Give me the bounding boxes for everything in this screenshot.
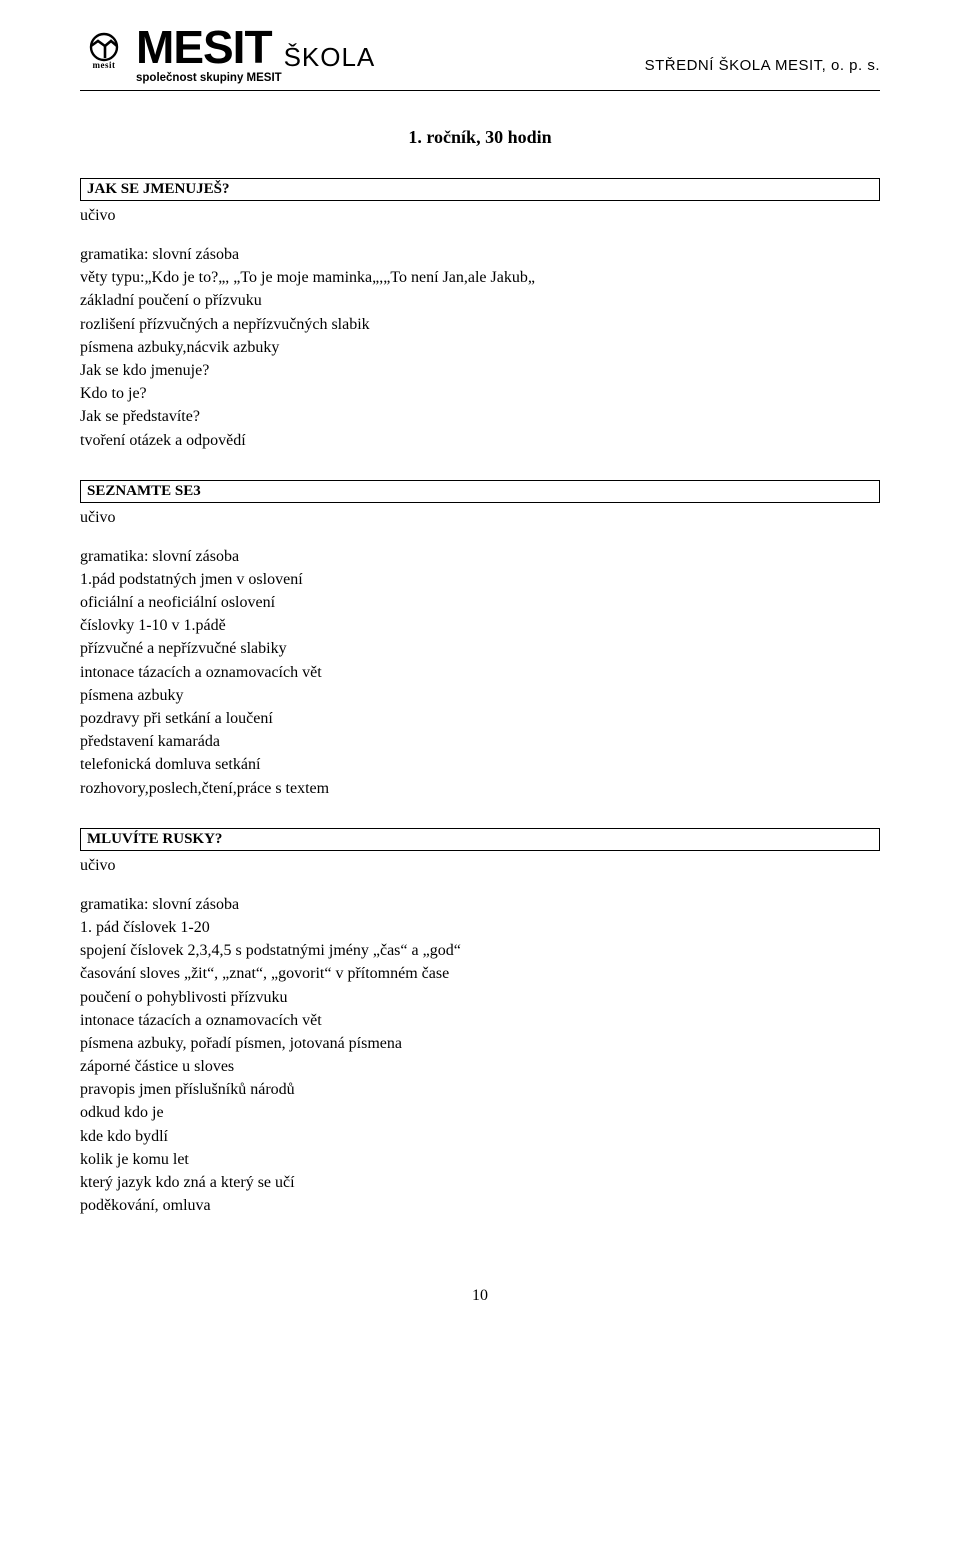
header-divider — [80, 90, 880, 91]
content-line: spojení číslovek 2,3,4,5 s podstatnými j… — [80, 939, 880, 962]
content-line: časování sloves „žit“, „znat“, „govorit“… — [80, 962, 880, 985]
page-number: 10 — [80, 1287, 880, 1305]
brand-block: mesit MESIT ŠKOLA společnost skupiny MES… — [80, 24, 375, 84]
content-line: rozlišení přízvučných a nepřízvučných sl… — [80, 313, 880, 336]
section-heading: MLUVÍTE RUSKY? — [80, 828, 880, 851]
content-line: poděkování, omluva — [80, 1194, 880, 1217]
content-line: záporné částice u sloves — [80, 1055, 880, 1078]
content-line: oficiální a neoficiální oslovení — [80, 591, 880, 614]
content-line: písmena azbuky, pořadí písmen, jotovaná … — [80, 1032, 880, 1055]
logo-label: mesit — [93, 60, 116, 70]
ucivo-label: učivo — [80, 857, 880, 875]
section-content: gramatika: slovní zásoba věty typu:„Kdo … — [80, 243, 880, 452]
page-header: mesit MESIT ŠKOLA společnost skupiny MES… — [80, 0, 880, 90]
logo-column: mesit — [80, 32, 128, 70]
mesit-logo-icon — [84, 32, 124, 62]
ucivo-label: učivo — [80, 207, 880, 225]
content-line: písmena azbuky,nácvik azbuky — [80, 336, 880, 359]
content-line: věty typu:„Kdo je to?„, „To je moje mami… — [80, 266, 880, 289]
content-line: Kdo to je? — [80, 382, 880, 405]
content-line: číslovky 1-10 v 1.pádě — [80, 614, 880, 637]
content-line: pozdravy při setkání a loučení — [80, 707, 880, 730]
content-line: pravopis jmen příslušníků národů — [80, 1078, 880, 1101]
content-line: 1. pád číslovek 1-20 — [80, 916, 880, 939]
content-line: gramatika: slovní zásoba — [80, 893, 880, 916]
ucivo-label: učivo — [80, 509, 880, 527]
content-line: intonace tázacích a oznamovacích vět — [80, 1009, 880, 1032]
content-line: Jak se představíte? — [80, 405, 880, 428]
brand-top: mesit MESIT ŠKOLA — [80, 24, 375, 70]
content-line: tvoření otázek a odpovědí — [80, 429, 880, 452]
content-line: odkud kdo je — [80, 1101, 880, 1124]
brand-sub: ŠKOLA — [284, 44, 376, 70]
content-line: kolik je komu let — [80, 1148, 880, 1171]
section-heading: JAK SE JMENUJEŠ? — [80, 178, 880, 201]
content-line: gramatika: slovní zásoba — [80, 545, 880, 568]
content-line: který jazyk kdo zná a který se učí — [80, 1171, 880, 1194]
content-line: kde kdo bydlí — [80, 1125, 880, 1148]
content-line: telefonická domluva setkání — [80, 753, 880, 776]
course-title: 1. ročník, 30 hodin — [80, 127, 880, 148]
brand-tagline: společnost skupiny MESIT — [136, 72, 375, 84]
content-line: písmena azbuky — [80, 684, 880, 707]
institution-name: STŘEDNÍ ŠKOLA MESIT, o. p. s. — [645, 57, 880, 84]
content-line: základní poučení o přízvuku — [80, 289, 880, 312]
content-line: představení kamaráda — [80, 730, 880, 753]
content-line: Jak se kdo jmenuje? — [80, 359, 880, 382]
content-line: gramatika: slovní zásoba — [80, 243, 880, 266]
content-line: rozhovory,poslech,čtení,práce s textem — [80, 777, 880, 800]
content-line: 1.pád podstatných jmen v oslovení — [80, 568, 880, 591]
section-content: gramatika: slovní zásoba 1.pád podstatný… — [80, 545, 880, 800]
content-line: poučení o pohyblivosti přízvuku — [80, 986, 880, 1009]
section-heading: SEZNAMTE SE3 — [80, 480, 880, 503]
content-line: intonace tázacích a oznamovacích vět — [80, 661, 880, 684]
brand-main: MESIT — [136, 24, 272, 70]
section-content: gramatika: slovní zásoba 1. pád číslovek… — [80, 893, 880, 1218]
content-line: přízvučné a nepřízvučné slabiky — [80, 637, 880, 660]
